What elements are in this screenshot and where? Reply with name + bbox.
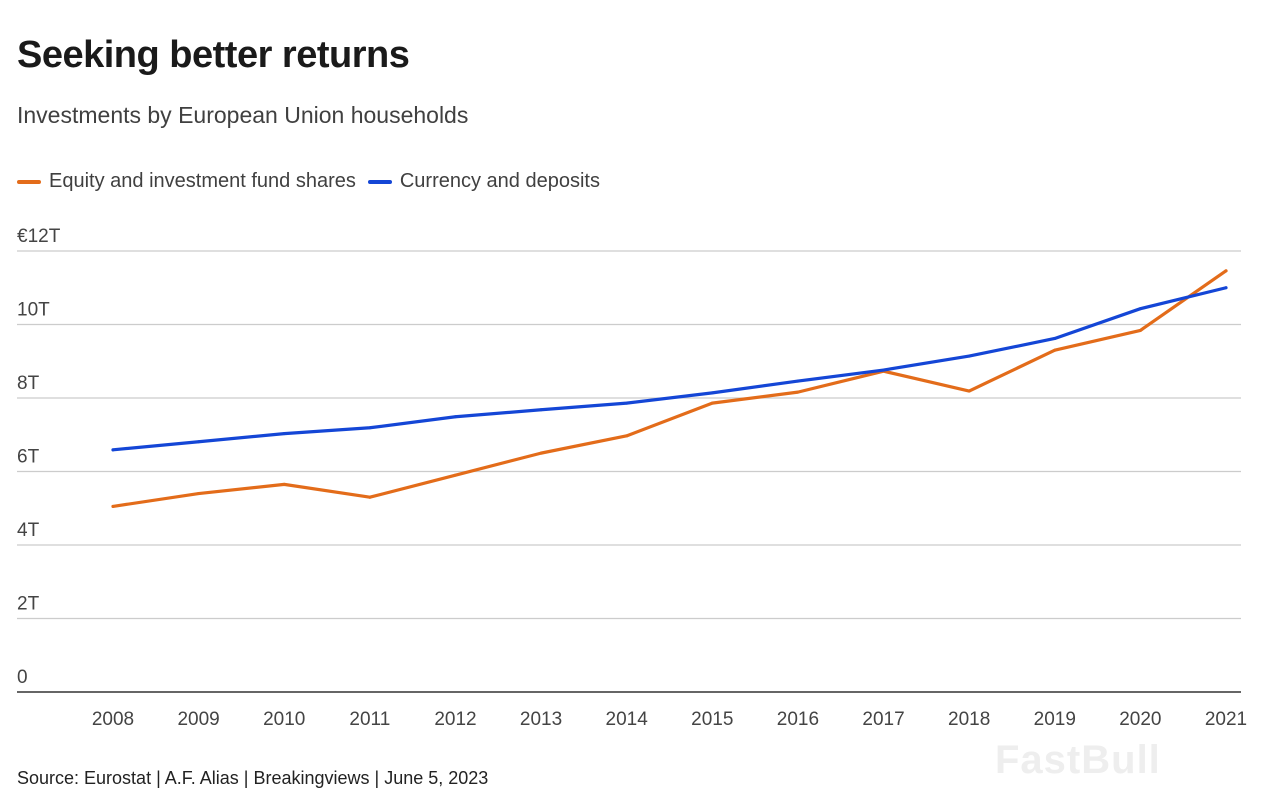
chart-subtitle: Investments by European Union households — [17, 102, 469, 128]
data-point-equity — [368, 495, 372, 499]
data-point-equity — [1138, 328, 1142, 332]
legend: Equity and investment fund shares Curren… — [17, 170, 612, 193]
data-point-equity — [796, 390, 800, 394]
x-tick-label: 2008 — [92, 709, 134, 730]
watermark: FastBull — [995, 738, 1161, 782]
data-point-currency — [1224, 286, 1228, 290]
data-point-equity — [1053, 348, 1057, 352]
x-tick-label: 2021 — [1205, 709, 1247, 730]
x-tick-label: 2013 — [520, 709, 562, 730]
data-point-currency — [796, 379, 800, 383]
y-tick-label: €12T — [17, 226, 61, 247]
data-point-currency — [882, 368, 886, 372]
x-tick-label: 2012 — [434, 709, 476, 730]
data-point-equity — [197, 492, 201, 496]
x-tick-label: 2016 — [777, 709, 819, 730]
x-tick-label: 2009 — [177, 709, 219, 730]
data-point-equity — [539, 451, 543, 455]
data-point-equity — [625, 434, 629, 438]
legend-label-currency: Currency and deposits — [399, 170, 600, 192]
data-point-equity — [710, 401, 714, 405]
legend-swatch-currency — [367, 179, 392, 184]
data-point-currency — [625, 401, 629, 405]
series-line-currency — [111, 286, 1228, 452]
y-tick-label: 8T — [17, 373, 40, 394]
data-point-currency — [1138, 307, 1142, 311]
source-note: Source: Eurostat | A.F. Alias | Breaking… — [17, 768, 489, 788]
y-tick-label: 0 — [17, 667, 28, 688]
x-tick-label: 2019 — [1034, 709, 1076, 730]
y-tick-label: 2T — [17, 594, 40, 615]
chart-title: Seeking better returns — [17, 34, 410, 76]
x-tick-label: 2020 — [1119, 709, 1161, 730]
legend-item-currency: Currency and deposits — [367, 170, 600, 193]
x-tick-label: 2018 — [948, 709, 990, 730]
data-point-currency — [197, 440, 201, 444]
legend-swatch-equity — [17, 179, 41, 184]
data-point-currency — [111, 448, 115, 452]
x-tick-label: 2017 — [862, 709, 904, 730]
data-point-equity — [453, 473, 457, 477]
data-point-equity — [1224, 269, 1228, 273]
x-tick-label: 2010 — [263, 709, 305, 730]
data-point-currency — [539, 408, 543, 412]
x-tick-label: 2011 — [349, 709, 390, 730]
data-point-currency — [967, 354, 971, 358]
y-tick-label: 6T — [17, 447, 40, 468]
data-point-equity — [111, 504, 115, 508]
data-point-equity — [282, 482, 286, 486]
data-point-currency — [282, 432, 286, 436]
legend-item-equity: Equity and investment fund shares — [17, 170, 356, 193]
data-point-currency — [1053, 336, 1057, 340]
legend-label-equity: Equity and investment fund shares — [49, 170, 356, 192]
x-tick-label: 2015 — [691, 709, 733, 730]
data-point-currency — [368, 426, 372, 430]
series-line-equity — [111, 269, 1228, 509]
y-tick-label: 10T — [17, 300, 50, 321]
data-point-equity — [967, 389, 971, 393]
x-tick-label: 2014 — [606, 709, 649, 730]
data-point-currency — [710, 391, 714, 395]
data-point-currency — [453, 415, 457, 419]
y-tick-label: 4T — [17, 520, 40, 541]
